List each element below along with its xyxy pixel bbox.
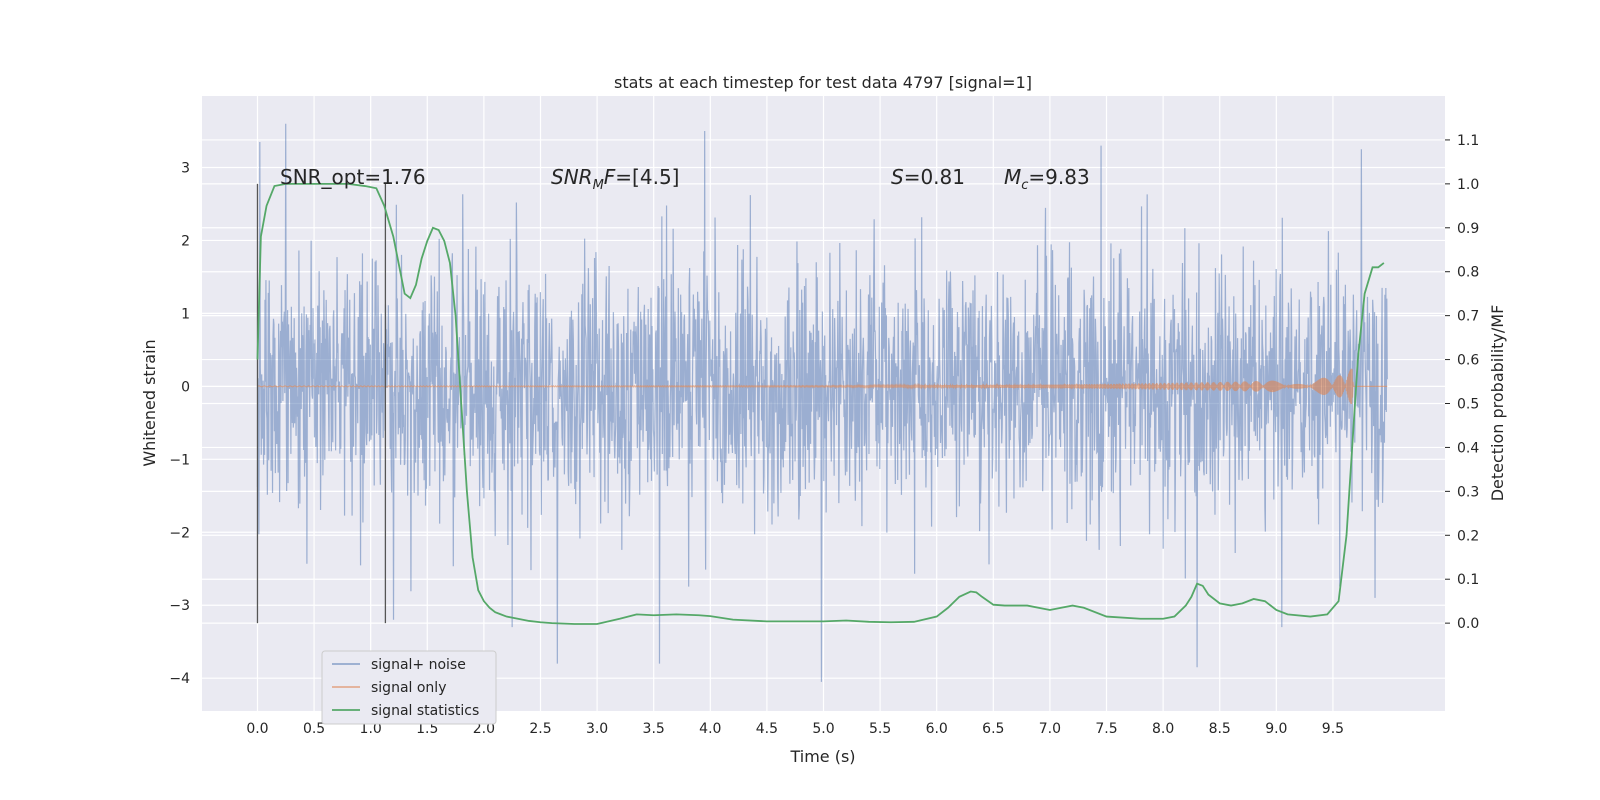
chart-title: stats at each timestep for test data 479… — [614, 73, 1032, 92]
x-tick-label: 9.5 — [1322, 721, 1344, 737]
y-axis-label: Whitened strain — [140, 339, 159, 466]
signal-statistics-line — [256, 182, 1385, 625]
legend: signal+ noise signal only signal statist… — [321, 650, 497, 725]
y2-tick-labels: 0.0 0.1 0.2 0.3 0.4 0.5 0.6 0.7 0.8 0.9 1.0 1.1 — [1445, 133, 1479, 632]
legend-label-signal-statistics: signal statistics — [371, 703, 479, 719]
y2-tick-label: 1.0 — [1457, 177, 1479, 193]
y2-tick-label: 0.6 — [1457, 353, 1479, 369]
annotation-mc: Mc=9.83 — [1004, 165, 1090, 193]
x-tick-label: 4.5 — [756, 721, 778, 737]
x-tick-labels: 0.0 0.5 1.0 1.5 2.0 2.5 3.0 3.5 4.0 4.5 5.0 5.5 6.0 6… — [246, 721, 1344, 737]
x-tick-label: 4.0 — [699, 721, 721, 737]
y-tick-label: −4 — [169, 671, 190, 687]
legend-label-signal-only: signal only — [371, 680, 446, 696]
x-tick-label: 8.5 — [1209, 721, 1231, 737]
x-tick-label: 0.0 — [246, 721, 268, 737]
y2-tick-label: 0.1 — [1457, 572, 1479, 588]
y2-tick-label: 0.4 — [1457, 440, 1479, 456]
annotation-s: S=0.81 — [891, 165, 965, 189]
x-tick-label: 5.5 — [869, 721, 891, 737]
y2-tick-label: 0.8 — [1457, 265, 1479, 281]
x-tick-label: 3.5 — [643, 721, 665, 737]
signal-noise-trace — [256, 123, 1388, 682]
y-tick-label: 2 — [181, 233, 190, 249]
y-tick-label: 1 — [181, 306, 190, 322]
y-tick-label: −1 — [169, 452, 190, 468]
x-tick-label: 9.0 — [1265, 721, 1287, 737]
y2-tick-label: 0.0 — [1457, 616, 1479, 632]
y-tick-label: 0 — [181, 379, 190, 395]
x-tick-label: 3.0 — [586, 721, 608, 737]
x-tick-label: 7.5 — [1095, 721, 1117, 737]
annotation-snr-mf: SNRMF=[4.5] — [551, 165, 679, 193]
y2-tick-label: 0.3 — [1457, 484, 1479, 500]
x-tick-label: 2.5 — [529, 721, 551, 737]
legend-box — [321, 650, 497, 725]
y2-tick-label: 0.5 — [1457, 397, 1479, 413]
y2-tick-label: 0.7 — [1457, 309, 1479, 325]
legend-label-signal-noise: signal+ noise — [371, 657, 466, 673]
x-tick-label: 1.5 — [416, 721, 438, 737]
y2-tick-label: 1.1 — [1457, 133, 1479, 149]
x-tick-label: 8.0 — [1152, 721, 1174, 737]
x-tick-label: 6.5 — [982, 721, 1004, 737]
series-signal-noise — [256, 123, 1388, 682]
signal-only-trace — [257, 368, 1388, 405]
series-signal-only — [257, 368, 1388, 405]
vertical-markers — [256, 183, 387, 624]
x-axis-label: Time (s) — [789, 747, 855, 766]
y-tick-label: −2 — [169, 525, 190, 541]
series-signal-statistics — [256, 182, 1385, 625]
x-tick-label: 2.0 — [473, 721, 495, 737]
annotations: SNR_opt=1.76 SNRMF=[4.5] S=0.81 Mc=9.83 — [280, 165, 1090, 193]
annotation-snr-opt: SNR_opt=1.76 — [280, 165, 426, 189]
x-tick-label: 1.0 — [360, 721, 382, 737]
y-tick-labels: −4 −3 −2 −1 0 1 2 3 — [169, 160, 190, 687]
y-tick-label: −3 — [169, 598, 190, 614]
y-tick-label: 3 — [181, 160, 190, 176]
x-tick-label: 5.0 — [812, 721, 834, 737]
y2-tick-label: 0.9 — [1457, 221, 1479, 237]
x-tick-label: 0.5 — [303, 721, 325, 737]
y2-tick-label: 0.2 — [1457, 528, 1479, 544]
x-tick-label: 6.0 — [926, 721, 948, 737]
y2-axis-label: Detection probability/MF — [1488, 305, 1507, 502]
x-tick-label: 7.0 — [1039, 721, 1061, 737]
